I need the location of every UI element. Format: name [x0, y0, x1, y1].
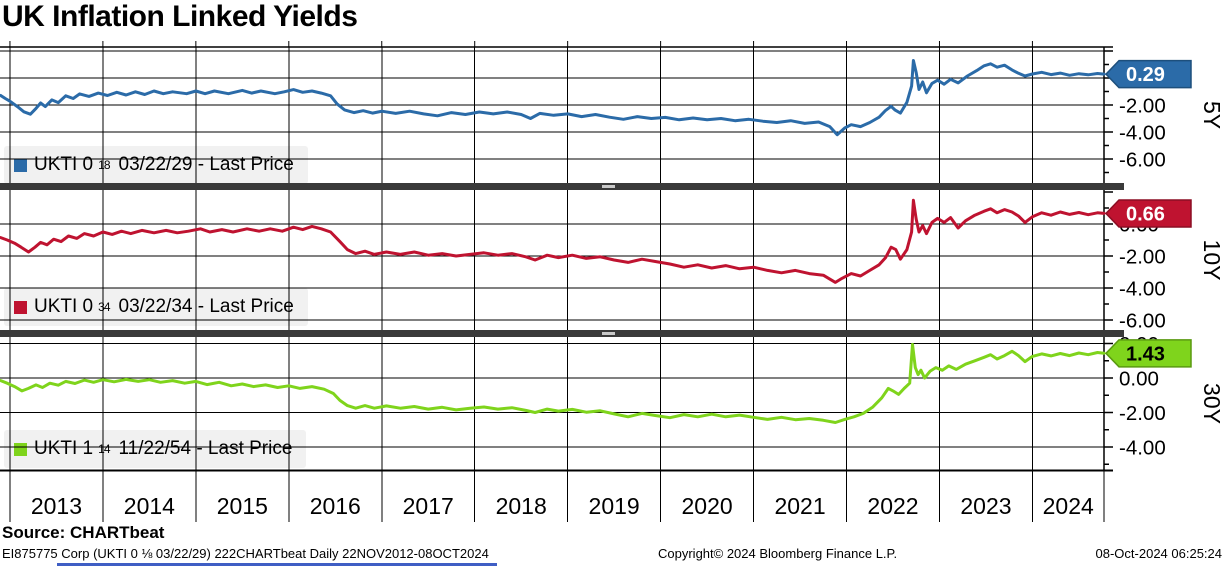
panel-separator[interactable]: [0, 330, 1124, 337]
footer-copyright: Copyright© 2024 Bloomberg Finance L.P.: [658, 546, 898, 561]
separator-drag-handle[interactable]: [602, 185, 615, 188]
x-axis-year-label: 2023: [960, 493, 1011, 519]
x-axis-year-label: 2019: [589, 493, 640, 519]
legend-frac-den: 4: [103, 300, 111, 314]
x-axis-year-label: 2024: [1043, 493, 1094, 519]
ytick-label: -2.00: [1119, 246, 1166, 269]
series-line-10y: [0, 198, 1106, 284]
legend-swatch-30y: [14, 442, 27, 456]
ytick-label: -2.00: [1119, 402, 1166, 425]
panel-separator[interactable]: [0, 183, 1124, 190]
legend-label-10y-suffix: 03/22/34 - Last Price: [118, 296, 294, 317]
ytick-label: 0.00: [1119, 68, 1159, 91]
panel-30y-yticks: 2.00 0.00 -2.00 -4.00: [1104, 333, 1166, 465]
ytick-label: -6.00: [1119, 149, 1166, 172]
ytick-label: -2.00: [1119, 95, 1166, 118]
top-axis: [0, 41, 1113, 48]
ytick-label: 0.00: [1119, 214, 1159, 237]
panel-10y-yticks: 0.00 -2.00 -4.00 -6.00: [1104, 191, 1166, 333]
legend-frac-num: 1: [98, 158, 105, 172]
x-axis-year-label: 2017: [403, 493, 454, 519]
x-axis-year-label: 2022: [867, 493, 918, 519]
legend-label-30y: UKTI 1: [34, 438, 94, 459]
legend-frac-num: 1: [98, 442, 105, 456]
last-price-badge-10y[interactable]: 0.66: [1104, 199, 1192, 228]
separator-drag-handle[interactable]: [602, 332, 615, 335]
legend-swatch-5y: [14, 158, 27, 172]
source-label: Source: CHARTbeat: [2, 523, 165, 542]
x-axis-year-label: 2016: [310, 493, 361, 519]
x-axis-year-label: 2015: [217, 493, 268, 519]
panel-axis-label-10y: 10Y: [1199, 240, 1224, 281]
page-title: UK Inflation Linked Yields: [2, 0, 358, 33]
legend-label-5y: UKTI 0: [34, 154, 94, 175]
legend-label-10y: UKTI 0: [34, 296, 94, 317]
x-axis-year-label: 2018: [496, 493, 547, 519]
last-price-badge-30y[interactable]: 1.43: [1104, 339, 1192, 368]
legend-frac-den: 4: [103, 442, 111, 456]
x-axis-year-label: 2020: [682, 493, 733, 519]
last-price-badge-5y[interactable]: 0.29: [1104, 59, 1192, 89]
ytick-label: 0.00: [1119, 368, 1159, 391]
last-price-value: 1.43: [1126, 343, 1165, 365]
ytick-label: -6.00: [1119, 310, 1166, 333]
legend-frac-num: 3: [98, 300, 105, 314]
ytick-label: -4.00: [1119, 437, 1166, 460]
x-axis-year-label: 2021: [774, 493, 825, 519]
ytick-label: -4.00: [1119, 278, 1166, 301]
ytick-label: -4.00: [1119, 122, 1166, 145]
panel-5y-yticks: 0.00 -2.00 -4.00 -6.00: [1104, 50, 1166, 174]
bottom-toolbar-strip: [57, 563, 497, 566]
legend-label-5y-suffix: 03/22/29 - Last Price: [118, 154, 294, 175]
series-line-30y: [0, 342, 1106, 424]
last-price-value: 0.66: [1126, 203, 1165, 225]
panel-axis-label-30y: 30Y: [1199, 383, 1224, 424]
x-axis: 2013 2014 2015 2016 2017 2018 2019 2020 2021 2022…: [0, 469, 1113, 522]
legend-swatch-10y: [14, 300, 27, 314]
x-axis-year-label: 2014: [124, 493, 175, 519]
footer-security-info: EI875775 Corp (UKTI 0 ⅛ 03/22/29) 222CHA…: [2, 546, 489, 561]
x-axis-year-label: 2013: [31, 493, 82, 519]
legend-frac-den: 8: [103, 158, 111, 172]
legend-label-30y-suffix: 11/22/54 - Last Price: [118, 438, 293, 459]
series-line-5y: [0, 59, 1106, 137]
footer-timestamp: 08-Oct-2024 06:25:24: [1095, 546, 1222, 561]
ytick-label: 2.00: [1119, 333, 1159, 356]
panel-axis-label-5y: 5Y: [1199, 101, 1224, 129]
last-price-value: 0.29: [1126, 64, 1165, 86]
